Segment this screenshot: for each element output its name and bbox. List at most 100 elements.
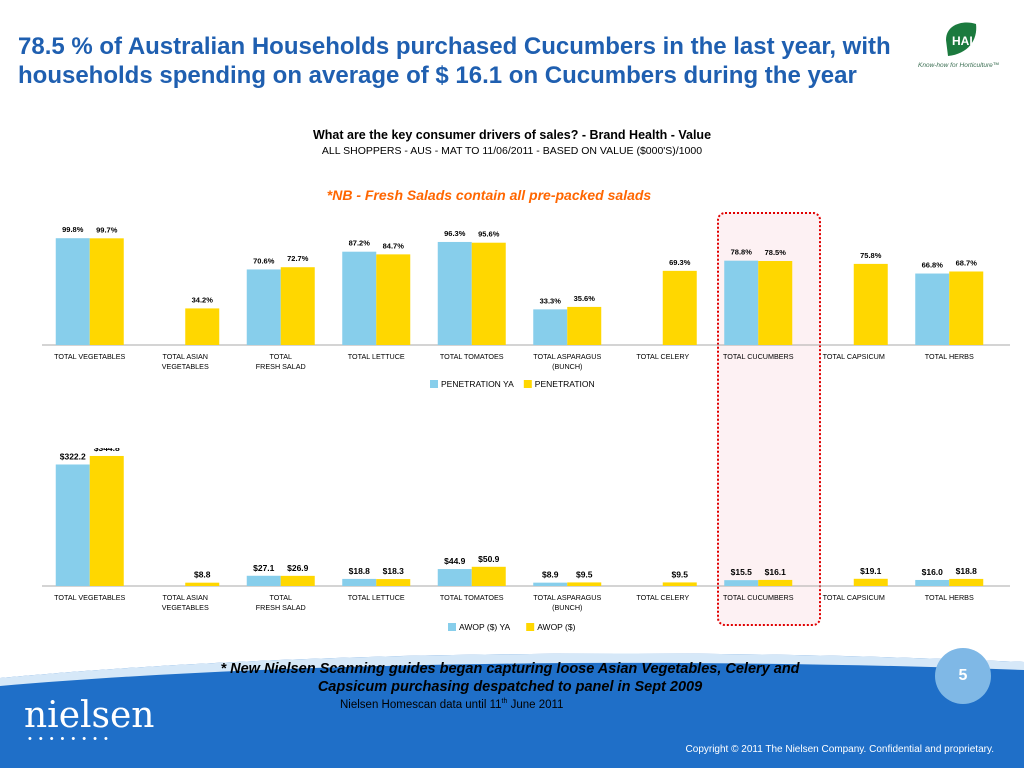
bar-awop-ya-total-asparagus-bunch [533, 582, 568, 586]
data-label: 84.7% [383, 241, 405, 250]
bar-awop-total-cucumbers [758, 579, 793, 586]
awop-chart: $322.2 $344.8 TOTAL VEGETABLES $8.8 TOTAL AS… [0, 443, 1024, 638]
legend-label: AWOP ($) YA [459, 622, 511, 632]
category-label: TOTAL VEGETABLES [54, 352, 125, 361]
category-label: TOTAL HERBS [925, 593, 974, 602]
hal-tagline: Know-how for Horticulture™ [918, 62, 1000, 69]
bar-awop-ya-total-herbs [915, 579, 950, 586]
category-label: TOTAL CAPSICUM [823, 352, 885, 361]
footer-note: * New Nielsen Scanning guides began capt… [220, 661, 800, 695]
data-label: 78.5% [765, 248, 787, 257]
category-label: TOTAL CUCUMBERS [723, 593, 794, 602]
bar-penetration-ya-total-fresh-salad [246, 269, 281, 345]
legend-swatch [430, 380, 438, 388]
bar-penetration-ya-total-herbs [915, 273, 950, 345]
bar-awop-ya-total-vegetables [55, 464, 90, 586]
penetration-chart: 99.8% 99.7% TOTAL VEGETABLES 34.2% TOTAL ASI… [0, 215, 1024, 395]
category-label: TOTAL ASIAN [163, 593, 208, 602]
nielsen-logo-dots: •••••••• [28, 733, 115, 745]
slide-title: 78.5 % of Australian Households purchase… [18, 33, 891, 89]
data-label: $15.5 [731, 567, 753, 577]
bar-penetration-ya-total-asparagus-bunch [533, 309, 568, 345]
nielsen-logo: nielsen [24, 695, 155, 736]
data-label: $26.9 [287, 563, 309, 573]
category-label: TOTAL CELERY [636, 593, 689, 602]
bar-awop-total-asian-vegetables [185, 582, 220, 586]
data-label: 33.3% [540, 296, 562, 305]
bar-penetration-ya-total-vegetables [55, 238, 90, 345]
bar-awop-total-capsicum [853, 578, 888, 586]
category-label: TOTAL CELERY [636, 352, 689, 361]
bar-penetration-ya-total-lettuce [342, 251, 377, 345]
category-label: (BUNCH) [552, 603, 582, 612]
category-label: TOTAL VEGETABLES [54, 593, 125, 602]
category-label: VEGETABLES [162, 603, 209, 612]
data-label: 96.3% [444, 229, 466, 238]
data-label: $9.5 [576, 569, 593, 579]
bar-penetration-total-cucumbers [758, 261, 793, 345]
footer-source: Nielsen Homescan data until 11th June 20… [340, 698, 564, 711]
data-label: 70.6% [253, 256, 275, 265]
bar-awop-total-lettuce [376, 579, 411, 586]
bar-penetration-total-celery [662, 270, 697, 345]
category-label: TOTAL ASPARAGUS [533, 352, 601, 361]
data-label: 99.7% [96, 225, 118, 234]
awop-chart-svg: $322.2 $344.8 TOTAL VEGETABLES $8.8 TOTAL AS… [42, 443, 1010, 632]
bar-penetration-ya-total-cucumbers [724, 260, 759, 345]
category-label: TOTAL CAPSICUM [823, 593, 885, 602]
category-label: TOTAL TOMATOES [440, 352, 504, 361]
bar-awop-total-asparagus-bunch [567, 582, 602, 586]
category-label: FRESH SALAD [256, 362, 306, 371]
hal-leaf-icon [946, 22, 977, 56]
category-label: TOTAL LETTUCE [348, 352, 405, 361]
legend-label: PENETRATION [535, 379, 595, 389]
chart-subtitle: What are the key consumer drivers of sal… [312, 128, 712, 142]
legend-swatch [523, 380, 532, 388]
bar-penetration-total-capsicum [853, 263, 888, 345]
legend-swatch [526, 623, 535, 631]
bar-penetration-total-fresh-salad [280, 267, 315, 345]
data-label: $16.0 [922, 567, 944, 577]
data-label: 78.8% [731, 248, 753, 257]
bar-awop-total-fresh-salad [280, 575, 315, 586]
nb-note: *NB - Fresh Salads contain all pre-packe… [326, 187, 652, 203]
bar-penetration-total-herbs [949, 271, 984, 345]
data-label: $27.1 [253, 563, 275, 573]
penetration-chart-svg: 99.8% 99.7% TOTAL VEGETABLES 34.2% TOTAL ASI… [42, 225, 1010, 389]
data-label: $18.3 [383, 566, 405, 576]
bar-penetration-total-vegetables [89, 238, 124, 345]
data-label: 72.7% [287, 254, 309, 263]
data-label: $322.2 [60, 451, 86, 461]
data-label: $16.1 [765, 567, 787, 577]
category-label: FRESH SALAD [256, 603, 306, 612]
bar-penetration-ya-total-tomatoes [437, 241, 472, 345]
bar-awop-total-vegetables [89, 455, 124, 586]
bar-penetration-total-asparagus-bunch [567, 306, 602, 345]
data-label: 66.8% [922, 261, 944, 270]
data-label: $19.1 [860, 566, 882, 576]
category-label: TOTAL TOMATOES [440, 593, 504, 602]
hal-logo: HAL [946, 22, 977, 56]
bar-awop-ya-total-fresh-salad [246, 575, 281, 586]
data-label: $44.9 [444, 556, 466, 566]
data-label: 35.6% [574, 294, 596, 303]
page-number: 5 [935, 648, 991, 704]
bar-awop-ya-total-tomatoes [437, 569, 472, 586]
bar-awop-ya-total-cucumbers [724, 580, 759, 586]
data-label: 99.8% [62, 225, 84, 234]
data-label: 34.2% [192, 295, 214, 304]
data-label: $18.8 [956, 566, 978, 576]
category-label: (BUNCH) [552, 362, 582, 371]
bar-penetration-total-asian-vegetables [185, 308, 220, 345]
copyright: Copyright © 2011 The Nielsen Company. Co… [685, 744, 994, 755]
data-label: $9.5 [671, 569, 688, 579]
category-label: TOTAL LETTUCE [348, 593, 405, 602]
legend-label: AWOP ($) [537, 622, 575, 632]
data-label: 69.3% [669, 258, 691, 267]
footer-band [0, 653, 1024, 768]
legend-swatch [448, 623, 456, 631]
data-label: 87.2% [349, 239, 371, 248]
data-label: $344.8 [94, 448, 120, 453]
data-label: $8.9 [542, 570, 559, 580]
bar-awop-total-celery [662, 582, 697, 586]
